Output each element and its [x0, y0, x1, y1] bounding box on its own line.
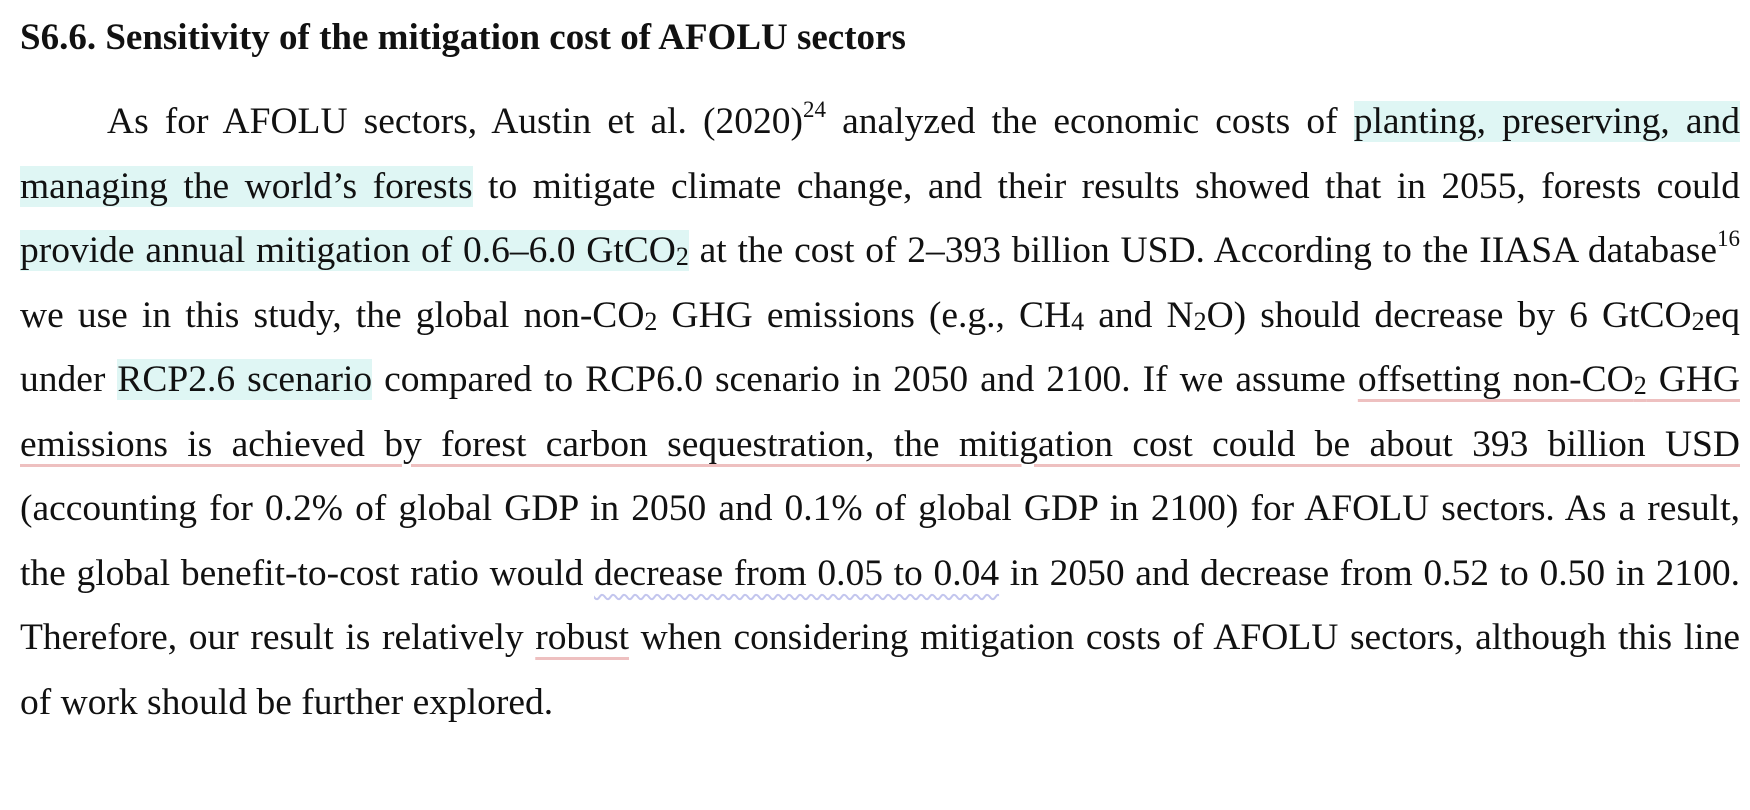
underline-robust[interactable]: robust: [535, 617, 629, 658]
body-paragraph: As for AFOLU sectors, Austin et al. (202…: [20, 90, 1741, 735]
subscript-co2: 2: [1633, 371, 1647, 400]
reference-superscript-austin[interactable]: 24: [803, 97, 827, 122]
underline-offset-text: offsetting non-CO: [1357, 359, 1634, 400]
text-segment: (accounting for 0.2% of global GDP in 20…: [20, 488, 1740, 594]
text-segment: in 2050 and decrease from 0.52 to 0.50 i…: [20, 552, 1740, 659]
text-segment: O) should decrease by 6 GtCO: [1206, 294, 1692, 336]
highlight-mitigation: provide annual mitigation of 0.6–6.0 GtC…: [20, 230, 689, 271]
text-segment: GHG emissions (e.g., CH: [657, 294, 1072, 336]
subscript-ch4: 4: [1071, 306, 1085, 336]
highlight-mitigation-text: provide annual mitigation of 0.6–6.0 GtC…: [20, 230, 676, 271]
subscript-co2eq: 2: [1691, 306, 1705, 336]
text-segment: analyzed the economic costs of: [826, 101, 1354, 142]
highlight-rcp: RCP2.6 scenario: [117, 359, 373, 400]
text-segment: eq under: [20, 294, 1741, 401]
text-segment: at the cost of 2–393 billion USD. Accord…: [688, 230, 1718, 271]
underline-offset-text: GHG emissions is achieved by forest carb…: [20, 359, 1740, 465]
wavy-underline-decrease[interactable]: decrease from 0.05 to 0.04: [594, 552, 1000, 594]
text-segment: and N: [1084, 294, 1194, 336]
subscript-co2: 2: [644, 306, 658, 336]
section-heading: S6.6. Sensitivity of the mitigation cost…: [20, 17, 906, 58]
subscript-n2o: 2: [1193, 306, 1207, 336]
reference-superscript-iiasa[interactable]: 16: [1717, 226, 1741, 251]
text-segment: As for AFOLU sectors, Austin et al. (202…: [107, 101, 804, 142]
text-segment: to mitigate climate change, and their re…: [472, 165, 1740, 207]
underline-offset-suggestion[interactable]: offsetting non-CO2 GHG emissions is achi…: [20, 359, 1740, 465]
subscript-co2: 2: [675, 242, 689, 271]
text-segment: we use in this study, the global non-CO: [20, 294, 645, 336]
text-segment: when considering mitigation costs of AFO…: [20, 617, 1740, 723]
text-segment: compared to RCP6.0 scenario in 2050 and …: [372, 359, 1358, 400]
